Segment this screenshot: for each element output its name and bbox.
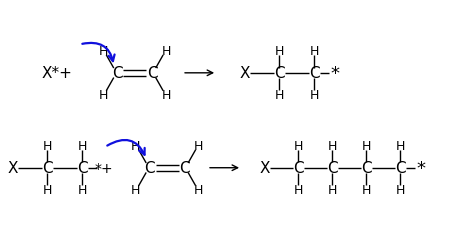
Text: C: C (179, 161, 190, 176)
Text: H: H (162, 89, 171, 102)
Text: H: H (310, 89, 319, 102)
Text: H: H (328, 184, 337, 197)
Text: H: H (99, 89, 108, 102)
Text: H: H (194, 140, 203, 152)
Text: *+: *+ (95, 161, 114, 175)
Text: H: H (43, 184, 52, 197)
Text: H: H (78, 140, 87, 152)
FancyArrowPatch shape (107, 140, 145, 155)
Text: H: H (294, 184, 303, 197)
Text: C: C (274, 66, 285, 81)
Text: C: C (309, 66, 319, 81)
Text: H: H (194, 184, 203, 197)
Text: H: H (294, 140, 303, 152)
Text: H: H (131, 140, 140, 152)
Text: H: H (99, 45, 108, 58)
Text: H: H (162, 45, 171, 58)
Text: C: C (395, 161, 405, 176)
Text: X: X (7, 161, 18, 176)
Text: X*+: X*+ (42, 66, 73, 81)
Text: C: C (147, 66, 157, 81)
Text: C: C (112, 66, 123, 81)
Text: H: H (310, 45, 319, 58)
Text: C: C (42, 161, 53, 176)
Text: H: H (275, 45, 284, 58)
Text: *: * (331, 64, 340, 82)
Text: *: * (417, 159, 426, 177)
Text: H: H (275, 89, 284, 102)
Text: H: H (362, 184, 371, 197)
Text: C: C (145, 161, 155, 176)
Text: H: H (328, 140, 337, 152)
Text: H: H (131, 184, 140, 197)
Text: C: C (327, 161, 337, 176)
Text: H: H (395, 140, 405, 152)
Text: X: X (239, 66, 250, 81)
Text: H: H (362, 140, 371, 152)
Text: C: C (77, 161, 88, 176)
Text: C: C (293, 161, 304, 176)
Text: X: X (259, 161, 270, 176)
FancyArrowPatch shape (82, 44, 115, 62)
Text: H: H (43, 140, 52, 152)
Text: H: H (395, 184, 405, 197)
Text: H: H (78, 184, 87, 197)
Text: C: C (361, 161, 372, 176)
